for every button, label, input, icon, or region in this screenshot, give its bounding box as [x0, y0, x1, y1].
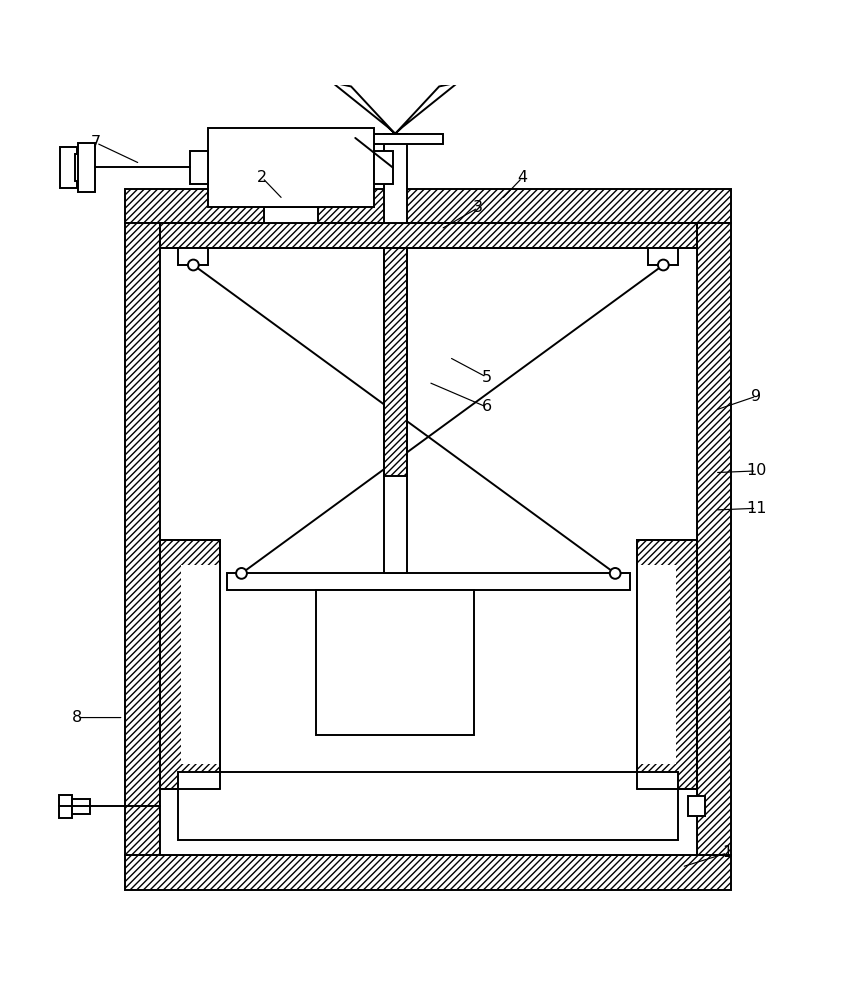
Text: 8: 8: [72, 710, 82, 725]
Bar: [317, 590, 474, 735]
Bar: [125, 189, 732, 223]
Bar: [125, 855, 732, 890]
Bar: [347, 134, 443, 144]
Bar: [160, 223, 696, 248]
Circle shape: [658, 260, 669, 270]
Circle shape: [236, 568, 247, 579]
Bar: [181, 565, 220, 764]
Bar: [160, 223, 696, 855]
Bar: [61, 147, 77, 188]
Polygon shape: [395, 82, 458, 134]
Bar: [178, 248, 208, 265]
Bar: [696, 223, 732, 855]
Circle shape: [610, 568, 620, 579]
Bar: [637, 540, 696, 789]
Bar: [227, 573, 630, 590]
Bar: [59, 795, 72, 818]
Bar: [125, 223, 160, 855]
Circle shape: [188, 260, 199, 270]
Bar: [190, 151, 208, 184]
Bar: [160, 540, 220, 789]
Bar: [75, 154, 92, 181]
Text: 2: 2: [257, 170, 267, 185]
Bar: [649, 248, 678, 265]
Bar: [72, 799, 90, 814]
Bar: [383, 248, 407, 573]
Bar: [178, 772, 678, 840]
Polygon shape: [332, 82, 395, 134]
Text: 6: 6: [482, 399, 491, 414]
Text: 11: 11: [746, 501, 766, 516]
Text: 1: 1: [722, 845, 733, 860]
Text: 7: 7: [91, 135, 101, 150]
Bar: [160, 223, 696, 248]
Bar: [383, 248, 407, 476]
Bar: [265, 207, 318, 223]
Text: 4: 4: [517, 170, 528, 185]
Bar: [637, 565, 676, 764]
Text: 9: 9: [752, 389, 761, 404]
Bar: [689, 796, 705, 816]
Bar: [208, 128, 375, 207]
Text: 3: 3: [473, 200, 484, 215]
Bar: [375, 151, 393, 184]
Text: 5: 5: [482, 370, 491, 385]
Bar: [383, 134, 407, 223]
Bar: [78, 143, 94, 192]
Text: 10: 10: [746, 463, 766, 478]
